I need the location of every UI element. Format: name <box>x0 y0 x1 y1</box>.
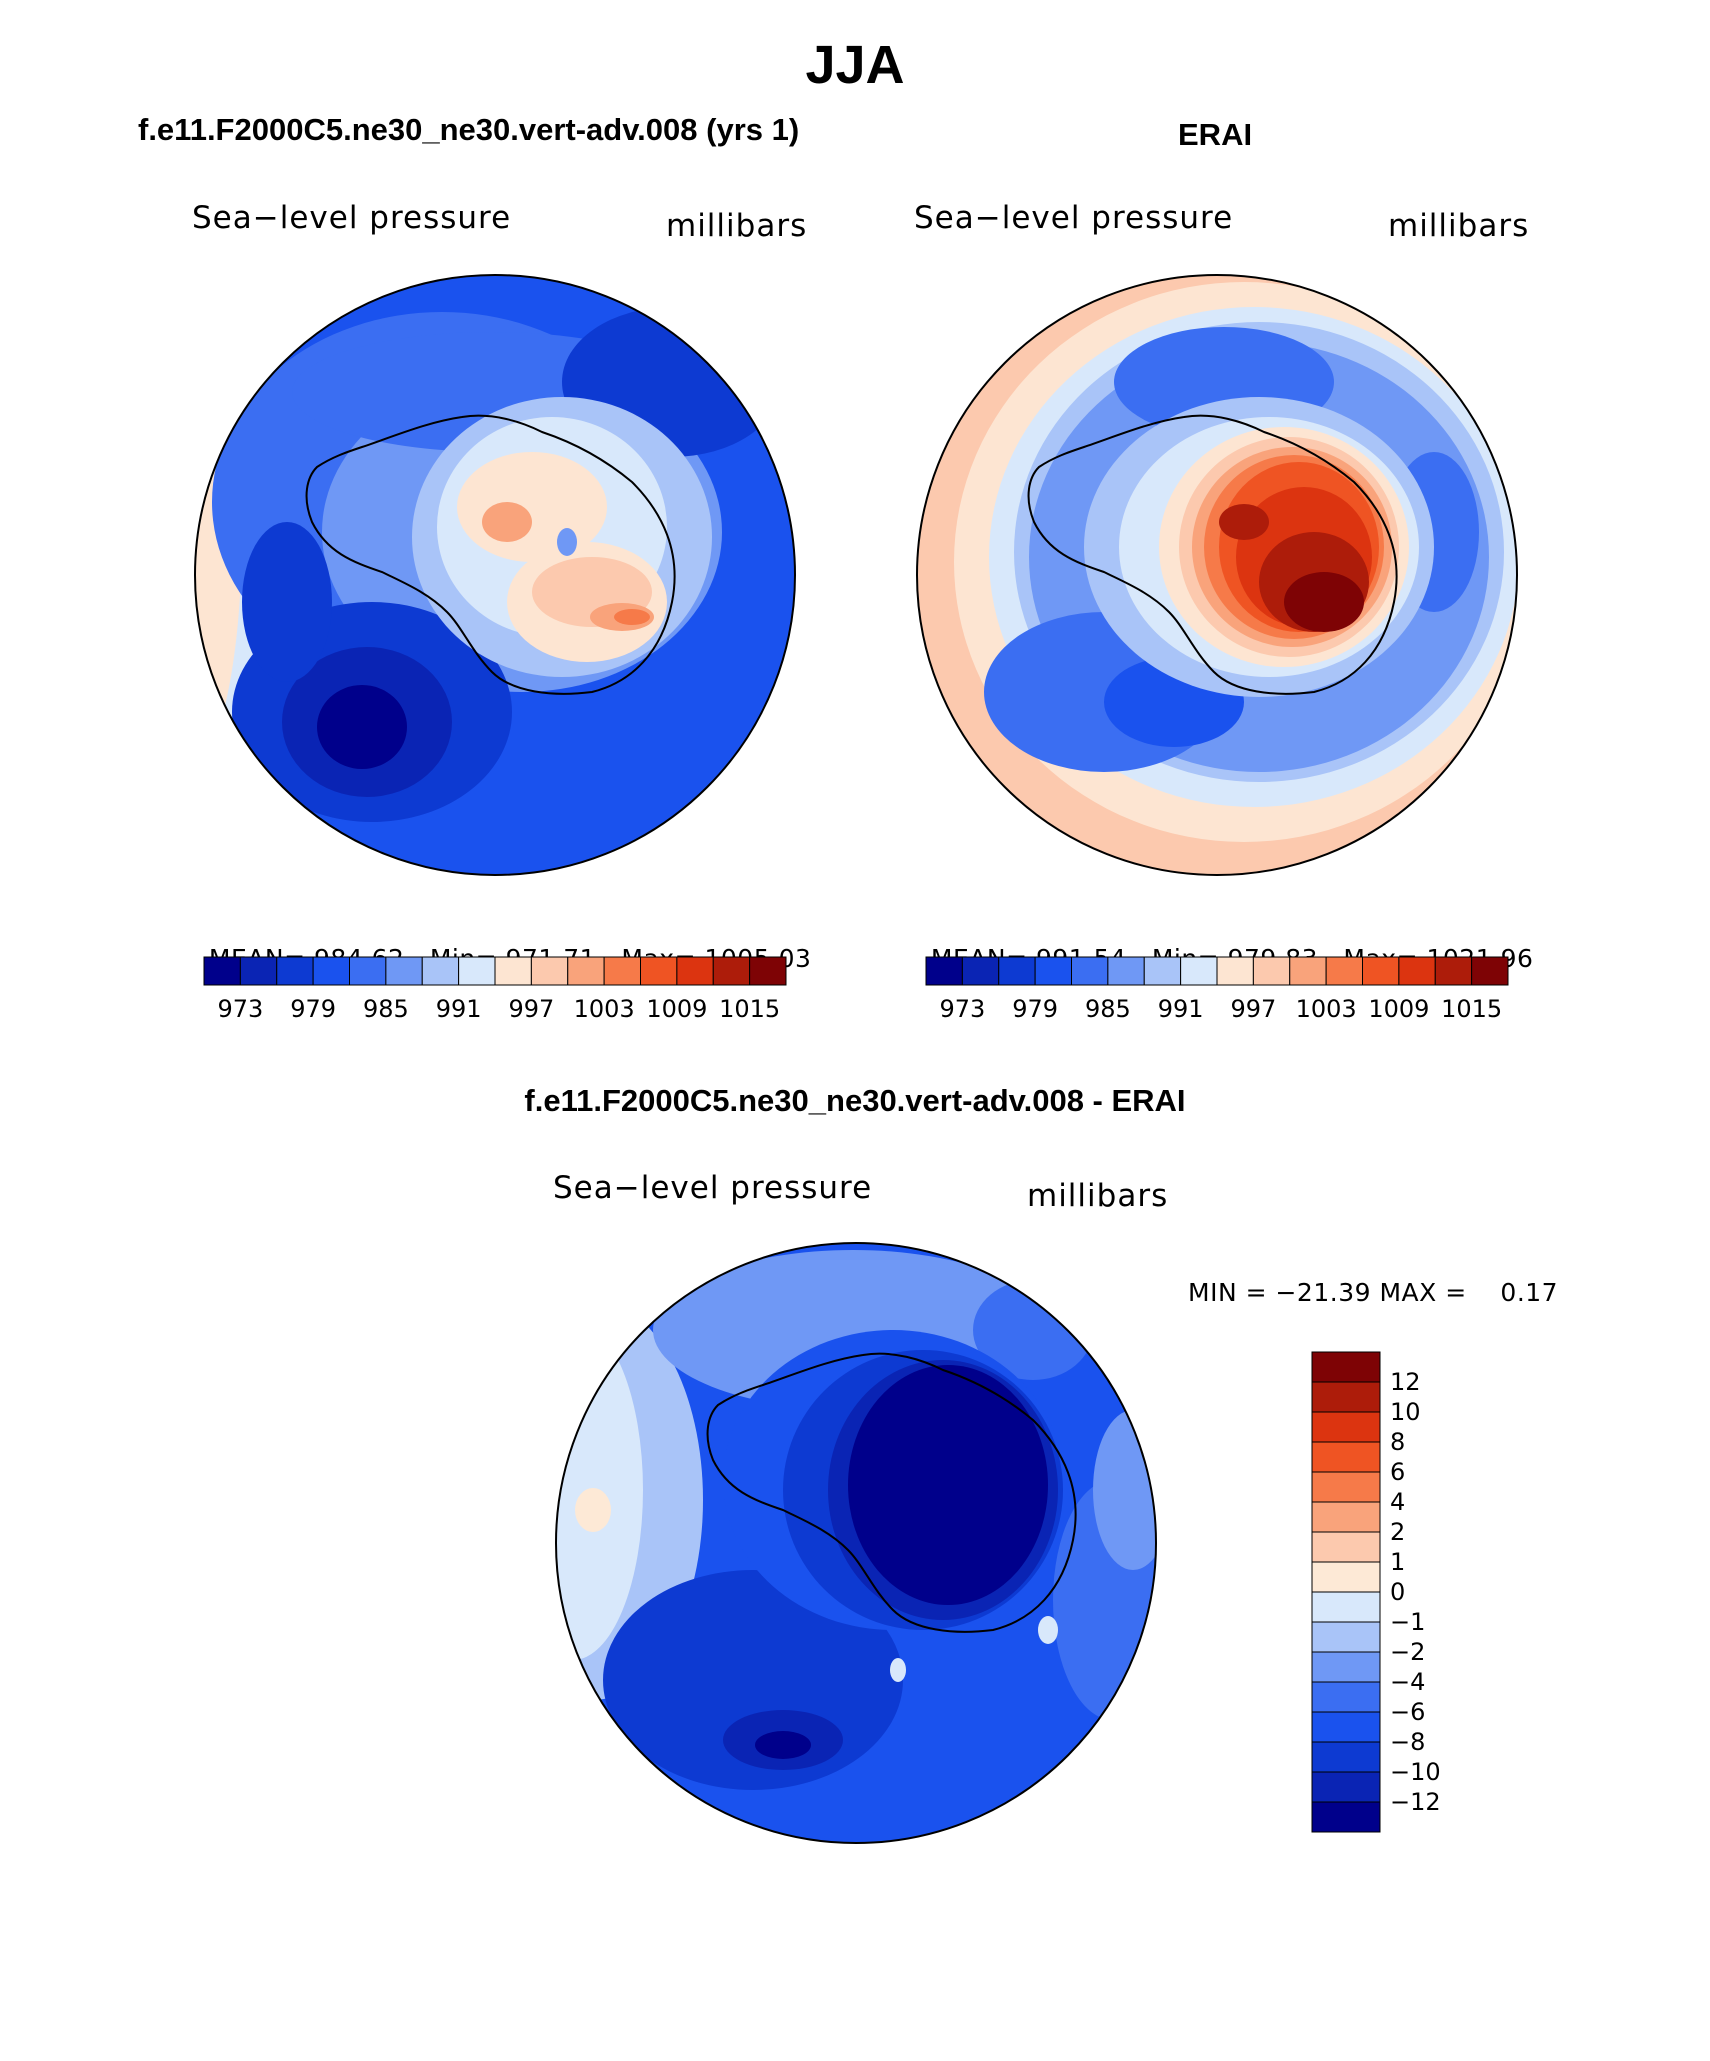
page-title: JJA <box>805 35 905 95</box>
colorbar-swatch <box>640 956 678 986</box>
colorbar-tick-label: 2 <box>1390 1518 1405 1546</box>
colorbar-swatch <box>925 956 963 986</box>
colorbar-swatch <box>1311 1711 1381 1743</box>
panel-title-erai: ERAI <box>1178 117 1253 152</box>
colorbar-tick-label: 973 <box>217 995 263 1023</box>
colorbar-swatch <box>1311 1411 1381 1443</box>
colorbar-swatch <box>1311 1501 1381 1533</box>
colorbar-tick-label: 4 <box>1390 1488 1405 1516</box>
colorbar-swatch <box>749 956 787 986</box>
colorbar-tick-label: −8 <box>1390 1728 1425 1756</box>
colorbar-tick-label: 10 <box>1390 1398 1421 1426</box>
colorbar-swatch <box>1289 956 1327 986</box>
colorbar-swatch <box>421 956 460 986</box>
colorbar-tick-label: 985 <box>363 995 409 1023</box>
colorbar-swatch <box>1252 956 1291 986</box>
colorbar-swatch <box>676 956 714 986</box>
colorbar-swatch <box>312 956 350 986</box>
colorbar-tick-label: −6 <box>1390 1698 1425 1726</box>
colorbar-tick-label: 991 <box>1158 995 1204 1023</box>
colorbar-tick-label: −2 <box>1390 1638 1425 1666</box>
colorbar-swatch <box>1311 1531 1381 1563</box>
colorbar-swatch <box>1311 1591 1381 1623</box>
colorbar-swatch <box>458 956 496 986</box>
colorbar-swatch <box>530 956 569 986</box>
colorbar-swatch <box>1311 1351 1381 1383</box>
variable-label: Sea−level pressure <box>553 1170 873 1206</box>
colorbar-swatch <box>1311 1381 1381 1413</box>
colorbar-tick-label: 973 <box>939 995 985 1023</box>
colorbar-tick-label: 997 <box>508 995 554 1023</box>
colorbar-tick-label: 6 <box>1390 1458 1405 1486</box>
panel-title-model: f.e11.F2000C5.ne30_ne30.vert-adv.008 (yr… <box>138 112 800 147</box>
colorbar-tick-label: 1015 <box>719 995 780 1023</box>
colorbar-swatch <box>1311 1681 1381 1713</box>
colorbar-swatch <box>1034 956 1072 986</box>
colorbar-swatch <box>712 956 751 986</box>
colorbar-swatch <box>1311 1561 1381 1593</box>
colorbar-swatch <box>1311 1471 1381 1503</box>
colorbar-tick-label: 0 <box>1390 1578 1405 1606</box>
panel-title-difference: f.e11.F2000C5.ne30_ne30.vert-adv.008 - E… <box>524 1083 1186 1118</box>
variable-label: Sea−level pressure <box>914 200 1234 236</box>
colorbar-tick-label: 991 <box>436 995 482 1023</box>
colorbar-swatch <box>1434 956 1473 986</box>
colorbar-tick-label: 1009 <box>1368 995 1429 1023</box>
map-difference-slp <box>555 1242 1157 1844</box>
colorbar-swatch <box>239 956 278 986</box>
colorbar-tick-label: 979 <box>1012 995 1058 1023</box>
colorbar-tick-label: 1009 <box>646 995 707 1023</box>
colorbar-swatch <box>1180 956 1218 986</box>
colorbar-swatch <box>385 956 423 986</box>
colorbar-tick-label: 979 <box>290 995 336 1023</box>
colorbar-swatch <box>1216 956 1254 986</box>
colorbar-tick-label: 12 <box>1390 1368 1421 1396</box>
colorbar-swatch <box>1398 956 1436 986</box>
units-label: millibars <box>1027 1178 1169 1214</box>
colorbar-swatch <box>998 956 1036 986</box>
colorbar-tick-label: −1 <box>1390 1608 1425 1636</box>
colorbar-swatch <box>1311 1621 1381 1653</box>
map-model-slp <box>194 274 796 876</box>
colorbar-swatch <box>1311 1771 1381 1803</box>
colorbar-tick-label: 1003 <box>1296 995 1357 1023</box>
colorbar-swatch <box>1325 956 1363 986</box>
colorbar-swatch <box>494 956 532 986</box>
colorbar-tick-label: 997 <box>1230 995 1276 1023</box>
colorbar-swatch <box>1143 956 1182 986</box>
map-erai-slp <box>916 274 1518 876</box>
colorbar-tick-label: 1 <box>1390 1548 1405 1576</box>
colorbar-tick-label: 985 <box>1085 995 1131 1023</box>
colorbar-tick-label: 1015 <box>1441 995 1502 1023</box>
colorbar-swatch <box>1071 956 1109 986</box>
colorbar-swatch <box>1471 956 1509 986</box>
colorbar-swatch <box>567 956 605 986</box>
difference-stats: MIN = −21.39 MAX = 0.17 <box>1188 1278 1559 1307</box>
colorbar-model: 973 979 985 991 997 1003 1009 1015 <box>203 956 787 1023</box>
colorbar-tick-label: −4 <box>1390 1668 1425 1696</box>
colorbar-tick-label: 8 <box>1390 1428 1405 1456</box>
colorbar-swatch <box>276 956 314 986</box>
colorbar-swatch <box>1362 956 1400 986</box>
colorbar-swatch <box>1311 1441 1381 1473</box>
colorbar-erai: 973 979 985 991 997 1003 1009 1015 <box>925 956 1509 1023</box>
colorbar-swatch <box>203 956 241 986</box>
colorbar-swatch <box>603 956 641 986</box>
colorbar-tick-label: 1003 <box>574 995 635 1023</box>
colorbar-swatch <box>1311 1741 1381 1773</box>
units-label: millibars <box>666 208 808 244</box>
colorbar-swatch <box>1311 1651 1381 1683</box>
colorbar-swatch <box>961 956 1000 986</box>
colorbar-swatch <box>349 956 387 986</box>
colorbar-tick-label: −12 <box>1390 1788 1441 1816</box>
colorbar-swatch <box>1311 1801 1381 1833</box>
colorbar-swatch <box>1107 956 1145 986</box>
variable-label: Sea−level pressure <box>192 200 512 236</box>
colorbar-tick-label: −10 <box>1390 1758 1441 1786</box>
units-label: millibars <box>1388 208 1530 244</box>
